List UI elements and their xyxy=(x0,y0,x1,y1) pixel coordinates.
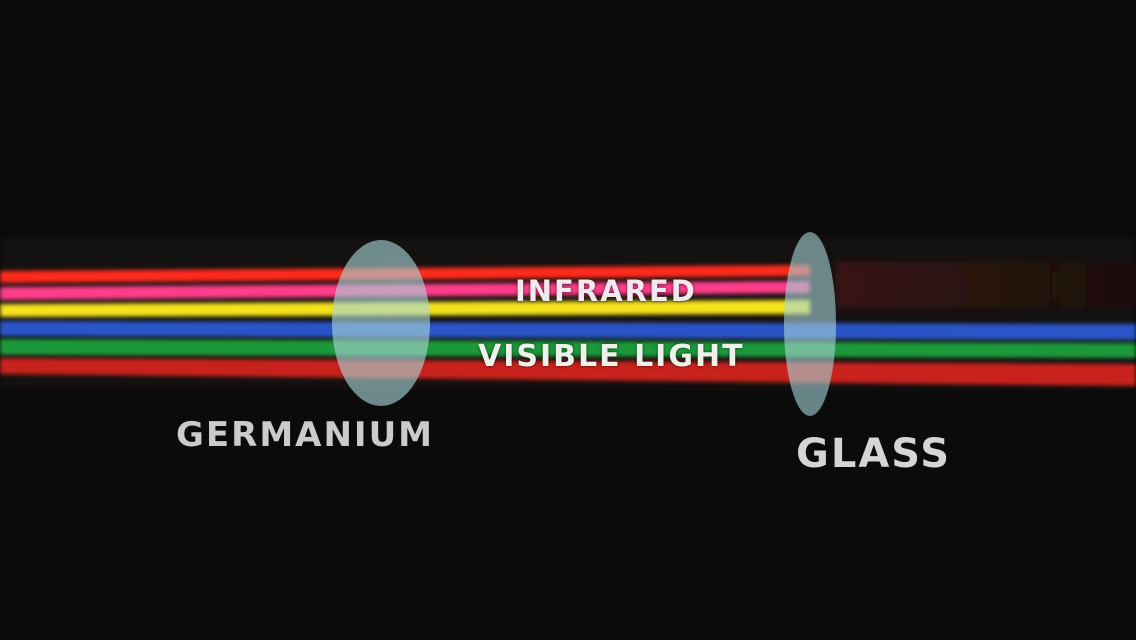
glass-lens xyxy=(784,232,836,416)
glass-label: GLASS xyxy=(796,431,952,477)
visible-beams xyxy=(0,321,1136,386)
beam-red-visible xyxy=(0,358,1136,386)
residual-infrared-glow xyxy=(836,262,1136,308)
visible-light-label: VISIBLE LIGHT xyxy=(478,339,745,374)
germanium-lens xyxy=(332,240,430,406)
germanium-label: GERMANIUM xyxy=(176,415,435,455)
beam-blue-visible xyxy=(0,321,1136,340)
infrared-label: INFRARED xyxy=(515,274,697,308)
beam-green-visible xyxy=(0,339,1136,358)
